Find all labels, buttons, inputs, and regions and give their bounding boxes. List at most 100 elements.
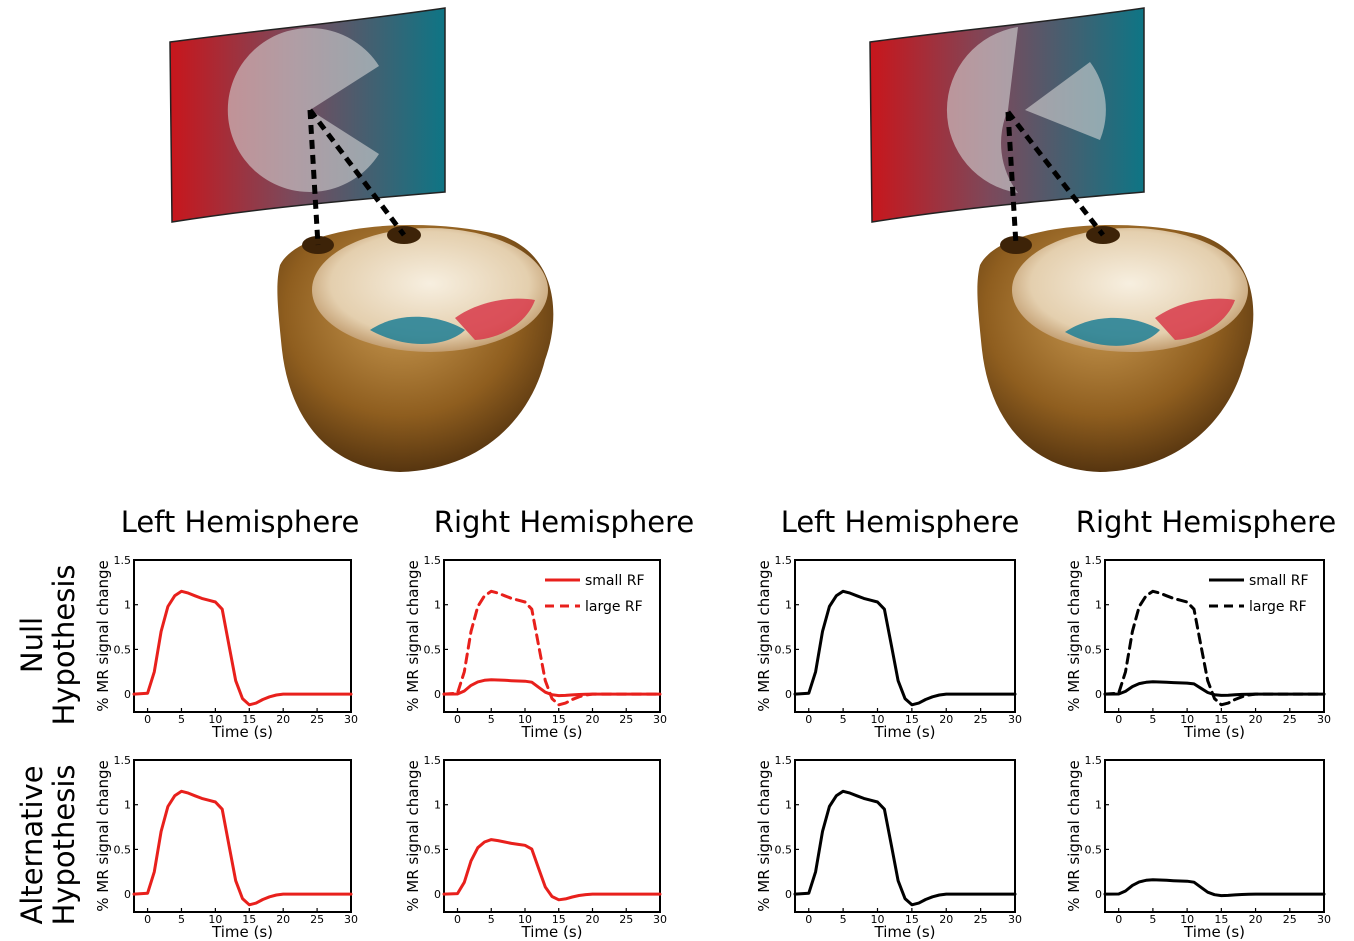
x-tick-label: 20 xyxy=(586,913,600,926)
y-tick-label: 0 xyxy=(434,688,441,701)
x-tick-label: 25 xyxy=(1283,713,1297,726)
y-tick-label: 1 xyxy=(785,799,792,812)
x-tick-label: 10 xyxy=(1180,713,1194,726)
x-tick-label: 10 xyxy=(871,713,885,726)
row-header-null-line1: Null xyxy=(15,617,49,673)
y-tick-label: 0.5 xyxy=(424,643,442,656)
plot-frame xyxy=(443,559,661,713)
x-tick-label: 0 xyxy=(1115,913,1122,926)
y-tick-label: 1 xyxy=(124,799,131,812)
y-tick-label: 0.5 xyxy=(1085,843,1103,856)
brain-volume-icon xyxy=(277,225,554,472)
x-tick-label: 15 xyxy=(552,713,566,726)
x-tick-label: 15 xyxy=(1214,913,1228,926)
y-axis-label: % MR signal change xyxy=(94,760,112,912)
y-tick-label: 1 xyxy=(785,599,792,612)
y-tick-label: 0 xyxy=(785,688,792,701)
series-line-large-rf xyxy=(1103,589,1326,707)
y-axis-label: % MR signal change xyxy=(404,560,422,712)
x-tick-label: 5 xyxy=(178,713,185,726)
y-tick-label: 0.5 xyxy=(424,843,442,856)
x-tick-label: 30 xyxy=(1317,913,1331,926)
y-axis-label: % MR signal change xyxy=(404,760,422,912)
row-header-alternative-line1: Alternative xyxy=(15,765,49,924)
legend-label: small RF xyxy=(1249,573,1309,589)
legend-label: large RF xyxy=(1249,599,1307,615)
x-tick-label: 25 xyxy=(1283,913,1297,926)
x-tick-label: 15 xyxy=(1214,713,1228,726)
x-tick-label: 0 xyxy=(144,713,151,726)
x-tick-label: 0 xyxy=(805,713,812,726)
plot-frame xyxy=(443,759,661,913)
x-tick-label: 25 xyxy=(619,913,633,926)
chart-panel-8: 0 5 10 15 20 25 30 0 0.5 1 1.5 Time (s) % MR signal … xyxy=(1065,754,1331,941)
plot-frame xyxy=(1104,559,1325,713)
y-tick-label: 0.5 xyxy=(775,843,793,856)
chart-panel-4: 0 5 10 15 20 25 30 0 0.5 1 1.5 Time (s) % MR signal … xyxy=(404,754,667,941)
x-tick-label: 25 xyxy=(974,713,988,726)
series-line-main xyxy=(793,789,1017,907)
x-tick-label: 30 xyxy=(1008,913,1022,926)
y-tick-label: 1.5 xyxy=(775,754,793,767)
plot-frame xyxy=(794,559,1016,713)
x-tick-label: 15 xyxy=(905,913,919,926)
y-tick-label: 0 xyxy=(124,688,131,701)
x-axis-label: Time (s) xyxy=(211,723,273,741)
y-tick-label: 1.5 xyxy=(424,754,442,767)
y-tick-label: 1 xyxy=(434,599,441,612)
x-tick-label: 10 xyxy=(1180,913,1194,926)
y-tick-label: 1.5 xyxy=(114,554,132,567)
column-header-3: Left Hemisphere xyxy=(781,505,1020,539)
column-header-2: Right Hemisphere xyxy=(434,505,694,539)
x-axis-label: Time (s) xyxy=(211,923,273,941)
column-header-1: Left Hemisphere xyxy=(121,505,360,539)
y-axis-label: % MR signal change xyxy=(755,560,773,712)
gaze-line-left-eye xyxy=(307,109,321,246)
x-tick-label: 25 xyxy=(974,913,988,926)
column-header-4: Right Hemisphere xyxy=(1076,505,1336,539)
series-line-main xyxy=(132,589,353,707)
x-axis-label: Time (s) xyxy=(521,723,583,741)
x-tick-label: 5 xyxy=(840,713,847,726)
x-tick-label: 10 xyxy=(518,713,532,726)
x-tick-label: 25 xyxy=(619,713,633,726)
x-tick-label: 5 xyxy=(488,713,495,726)
x-tick-label: 10 xyxy=(871,913,885,926)
legend-label: large RF xyxy=(585,599,643,615)
brain-volume-icon-2 xyxy=(977,225,1254,472)
gaze-line-right-eye xyxy=(308,108,406,237)
x-tick-label: 20 xyxy=(1249,913,1263,926)
y-axis-label: % MR signal change xyxy=(94,560,112,712)
x-axis-label: Time (s) xyxy=(521,923,583,941)
series-line-main xyxy=(132,789,353,907)
y-tick-label: 1.5 xyxy=(775,554,793,567)
series-line-main xyxy=(793,589,1017,707)
row-header-null-line2: Hypothesis xyxy=(47,565,81,726)
y-tick-label: 0.5 xyxy=(1085,643,1103,656)
x-tick-label: 30 xyxy=(344,913,358,926)
x-axis-label: Time (s) xyxy=(874,923,936,941)
x-tick-label: 20 xyxy=(939,713,953,726)
wedge-stimulus-icon xyxy=(1025,62,1106,140)
series-line-main xyxy=(1103,878,1326,898)
x-tick-label: 5 xyxy=(178,913,185,926)
y-tick-label: 1.5 xyxy=(424,554,442,567)
x-tick-label: 0 xyxy=(1115,713,1122,726)
series-line-large-rf xyxy=(442,589,662,707)
chart-panel-1: 0 5 10 15 20 25 30 0 0.5 1 1.5 Time (s) % MR signal … xyxy=(94,554,358,741)
y-tick-label: 0 xyxy=(1095,688,1102,701)
x-tick-label: 15 xyxy=(552,913,566,926)
x-axis-label: Time (s) xyxy=(874,723,936,741)
y-tick-label: 0 xyxy=(124,888,131,901)
plot-frame xyxy=(794,759,1016,913)
x-tick-label: 5 xyxy=(840,913,847,926)
y-axis-label: % MR signal change xyxy=(1065,760,1083,912)
y-tick-label: 0 xyxy=(1095,888,1102,901)
x-tick-label: 30 xyxy=(1008,713,1022,726)
series-line-main xyxy=(442,838,662,902)
chart-panel-5: 0 5 10 15 20 25 30 0 0.5 1 1.5 Time (s) % MR signal … xyxy=(755,554,1022,741)
plot-frame xyxy=(1104,759,1325,913)
x-tick-label: 20 xyxy=(586,713,600,726)
x-tick-label: 25 xyxy=(310,713,324,726)
